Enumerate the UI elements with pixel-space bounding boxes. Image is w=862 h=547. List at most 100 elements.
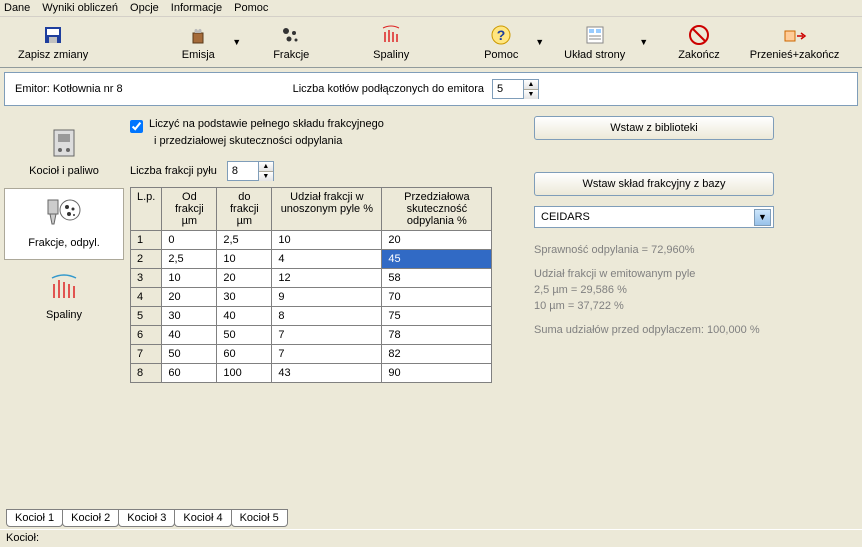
tool-pomoc[interactable]: ? Pomoc <box>471 21 531 63</box>
cell-skut[interactable]: 82 <box>382 345 492 364</box>
cell-lp[interactable]: 3 <box>131 269 162 288</box>
cell-udzial[interactable]: 8 <box>272 307 382 326</box>
side-label: Spaliny <box>46 309 82 321</box>
insert-library-button[interactable]: Wstaw z biblioteki <box>534 116 774 140</box>
table-row[interactable]: 310201258 <box>131 269 492 288</box>
cell-od[interactable]: 60 <box>162 364 217 383</box>
cell-udzial[interactable]: 43 <box>272 364 382 383</box>
cell-udzial[interactable]: 7 <box>272 345 382 364</box>
cell-do[interactable]: 40 <box>217 307 272 326</box>
tool-zakoncz[interactable]: Zakończ <box>668 21 730 63</box>
cell-od[interactable]: 50 <box>162 345 217 364</box>
cell-od[interactable]: 30 <box>162 307 217 326</box>
cell-udzial[interactable]: 10 <box>272 231 382 250</box>
dropdown-icon[interactable]: ▼ <box>232 37 241 47</box>
cell-do[interactable]: 30 <box>217 288 272 307</box>
cell-skut[interactable]: 70 <box>382 288 492 307</box>
kotly-label: Liczba kotłów podłączonych do emitora <box>293 83 484 95</box>
tool-label: Układ strony <box>564 49 625 61</box>
cell-do[interactable]: 10 <box>217 250 272 269</box>
side-kociol[interactable]: Kocioł i paliwo <box>4 116 124 188</box>
cell-udzial[interactable]: 4 <box>272 250 382 269</box>
cell-od[interactable]: 2,5 <box>162 250 217 269</box>
save-icon <box>41 23 65 47</box>
cell-od[interactable]: 20 <box>162 288 217 307</box>
cell-lp[interactable]: 4 <box>131 288 162 307</box>
spin-up[interactable]: ▲ <box>524 80 538 90</box>
table-row[interactable]: 42030970 <box>131 288 492 307</box>
insert-database-button[interactable]: Wstaw skład frakcyjny z bazy <box>534 172 774 196</box>
cell-skut[interactable]: 75 <box>382 307 492 326</box>
boiler-tab[interactable]: Kocioł 5 <box>231 509 288 527</box>
spin-down[interactable]: ▼ <box>524 90 538 99</box>
cell-lp[interactable]: 7 <box>131 345 162 364</box>
side-spaliny[interactable]: Spaliny <box>4 260 124 332</box>
full-composition-checkbox[interactable] <box>130 120 143 133</box>
frak-count-spinner[interactable]: ▲▼ <box>227 161 274 181</box>
cell-do[interactable]: 20 <box>217 269 272 288</box>
fractions-table[interactable]: L.p. Od frakcji µm do frakcji µm Udział … <box>130 187 492 383</box>
cell-od[interactable]: 10 <box>162 269 217 288</box>
info-suma: Suma udziałów przed odpylaczem: 100,000 … <box>534 322 834 338</box>
tool-zapisz[interactable]: Zapisz zmiany <box>8 21 98 63</box>
cell-do[interactable]: 60 <box>217 345 272 364</box>
info-sprawnosc: Sprawność odpylania = 72,960% <box>534 242 834 258</box>
cell-skut[interactable]: 45 <box>382 250 492 269</box>
cell-od[interactable]: 40 <box>162 326 217 345</box>
database-combo[interactable]: CEIDARS ▼ <box>534 206 774 228</box>
menu-pomoc[interactable]: Pomoc <box>234 2 268 14</box>
cell-do[interactable]: 2,5 <box>217 231 272 250</box>
cell-udzial[interactable]: 7 <box>272 326 382 345</box>
kotly-spinner[interactable]: ▲▼ <box>492 79 539 99</box>
menu-dane[interactable]: Dane <box>4 2 30 14</box>
table-row[interactable]: 53040875 <box>131 307 492 326</box>
cell-lp[interactable]: 2 <box>131 250 162 269</box>
side-frakcje[interactable]: Frakcje, odpyl. <box>4 188 124 260</box>
tool-przenies[interactable]: Przenieś+zakończ <box>740 21 850 63</box>
emitor-label: Emitor: <box>15 83 50 95</box>
main-area: Kocioł i paliwo Frakcje, odpyl. Spaliny … <box>0 110 862 505</box>
cell-lp[interactable]: 5 <box>131 307 162 326</box>
menu-opcje[interactable]: Opcje <box>130 2 159 14</box>
cell-udzial[interactable]: 9 <box>272 288 382 307</box>
cell-lp[interactable]: 8 <box>131 364 162 383</box>
dropdown-icon[interactable]: ▼ <box>535 37 544 47</box>
tool-uklad[interactable]: Układ strony <box>554 21 635 63</box>
cell-od[interactable]: 0 <box>162 231 217 250</box>
cell-skut[interactable]: 58 <box>382 269 492 288</box>
col-do: do frakcji µm <box>217 188 272 231</box>
tool-spaliny[interactable]: Spaliny <box>361 21 421 63</box>
toolbar: Zapisz zmiany Emisja ▼ Frakcje Spaliny ?… <box>0 17 862 68</box>
table-row[interactable]: 8601004390 <box>131 364 492 383</box>
table-row[interactable]: 22,510445 <box>131 250 492 269</box>
cell-lp[interactable]: 1 <box>131 231 162 250</box>
layout-icon <box>583 23 607 47</box>
frak-count-input[interactable] <box>228 162 258 180</box>
close-icon <box>687 23 711 47</box>
table-row[interactable]: 64050778 <box>131 326 492 345</box>
kotly-input[interactable] <box>493 80 523 98</box>
spin-up[interactable]: ▲ <box>259 162 273 172</box>
cell-skut[interactable]: 20 <box>382 231 492 250</box>
cell-lp[interactable]: 6 <box>131 326 162 345</box>
cell-udzial[interactable]: 12 <box>272 269 382 288</box>
dropdown-icon[interactable]: ▼ <box>639 37 648 47</box>
spin-down[interactable]: ▼ <box>259 172 273 181</box>
boiler-tab[interactable]: Kocioł 3 <box>118 509 175 527</box>
menu-wyniki[interactable]: Wyniki obliczeń <box>42 2 118 14</box>
tool-label: Zakończ <box>678 49 720 61</box>
boiler-tab[interactable]: Kocioł 1 <box>6 509 63 527</box>
boiler-tab[interactable]: Kocioł 4 <box>174 509 231 527</box>
tool-frakcje[interactable]: Frakcje <box>261 21 321 63</box>
boiler-tab[interactable]: Kocioł 2 <box>62 509 119 527</box>
menu-informacje[interactable]: Informacje <box>171 2 222 14</box>
cell-do[interactable]: 100 <box>217 364 272 383</box>
chevron-down-icon[interactable]: ▼ <box>754 209 771 226</box>
cell-do[interactable]: 50 <box>217 326 272 345</box>
cell-skut[interactable]: 90 <box>382 364 492 383</box>
table-row[interactable]: 75060782 <box>131 345 492 364</box>
cell-skut[interactable]: 78 <box>382 326 492 345</box>
tool-emisja[interactable]: Emisja <box>168 21 228 63</box>
table-row[interactable]: 102,51020 <box>131 231 492 250</box>
info-block: Sprawność odpylania = 72,960% Udział fra… <box>534 242 834 338</box>
